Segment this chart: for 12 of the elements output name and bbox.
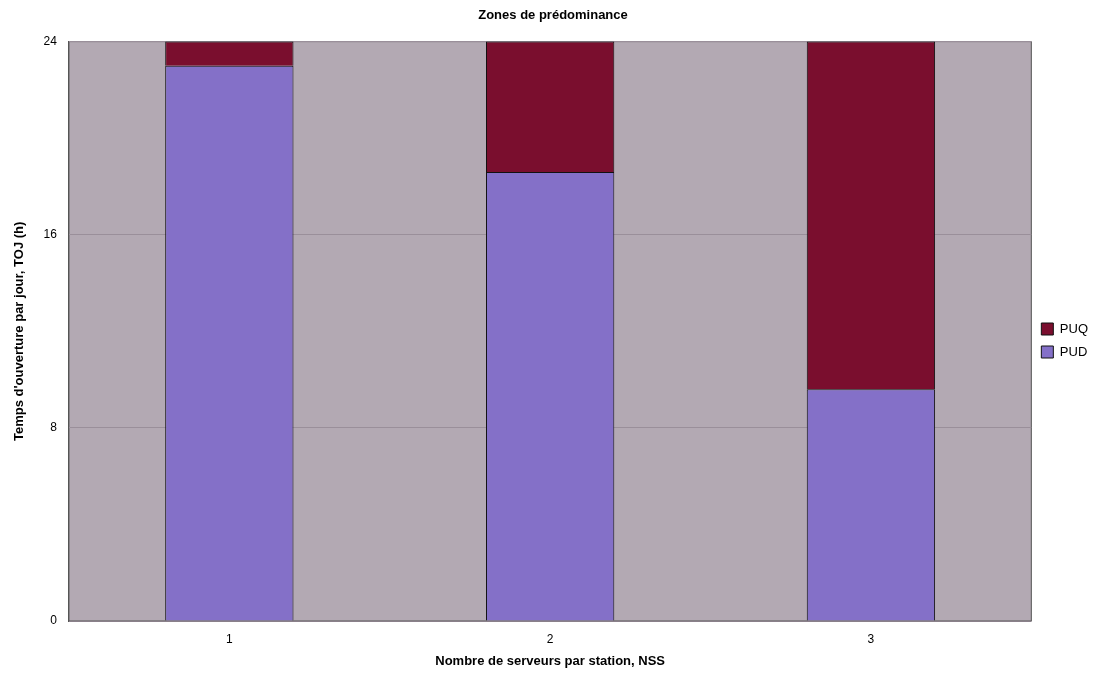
y-axis-title: Temps d'ouverture par jour, TOJ (h)	[11, 221, 27, 441]
y-tick-label: 16	[43, 227, 58, 242]
y-tick-label: 24	[43, 33, 58, 48]
legend-label: PUQ	[1059, 320, 1088, 336]
y-tick-label: 0	[50, 613, 58, 628]
x-tick-label: 2	[546, 631, 554, 646]
x-tick-label: 1	[226, 631, 233, 646]
legend-label: PUD	[1059, 343, 1088, 359]
x-tick-label: 3	[867, 631, 875, 646]
chart-title: Zones de prédominance	[478, 7, 628, 23]
x-axis-title: Nombre de serveurs par station, NSS	[435, 652, 666, 668]
y-tick-label: 8	[50, 420, 58, 435]
